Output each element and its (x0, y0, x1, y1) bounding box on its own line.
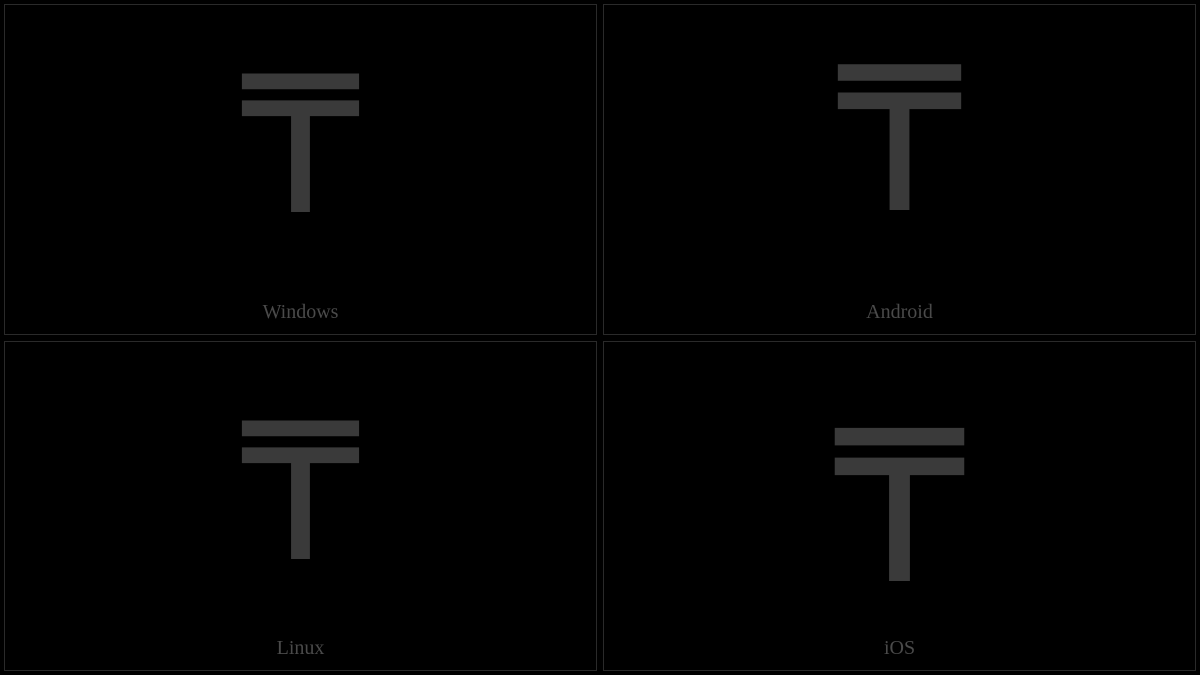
windows-panel: ₸ Windows (4, 4, 597, 335)
glyph-comparison-grid: ₸ Windows ₸ Android ₸ Linux ₸ iOS (0, 0, 1200, 675)
ios-label: iOS (604, 637, 1195, 660)
windows-glyph-area: ₸ (5, 5, 596, 334)
linux-glyph-area: ₸ (5, 342, 596, 671)
android-glyph-area: ₸ (604, 5, 1195, 334)
ios-glyph-area: ₸ (604, 342, 1195, 671)
ios-panel: ₸ iOS (603, 341, 1196, 672)
tenge-glyph-ios: ₸ (833, 406, 967, 616)
tenge-glyph-android: ₸ (836, 44, 963, 244)
android-panel: ₸ Android (603, 4, 1196, 335)
tenge-glyph-linux: ₸ (240, 401, 361, 591)
linux-panel: ₸ Linux (4, 341, 597, 672)
tenge-glyph-windows: ₸ (240, 54, 361, 244)
windows-label: Windows (5, 301, 596, 324)
linux-label: Linux (5, 637, 596, 660)
android-label: Android (604, 301, 1195, 324)
